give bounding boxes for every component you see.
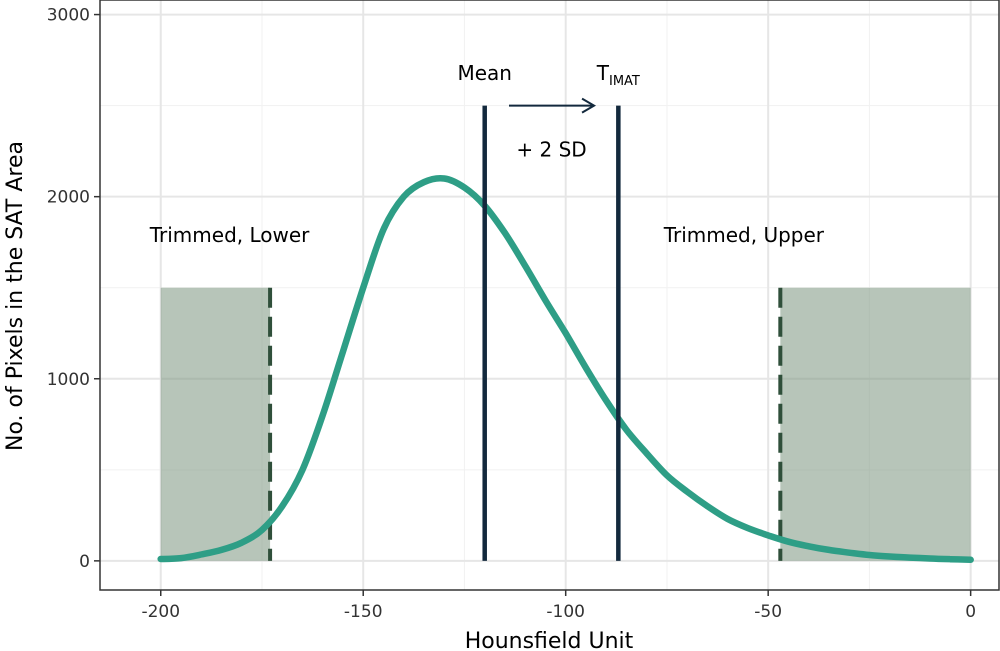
- x-tick-label: 0: [965, 602, 976, 622]
- region-annotation: Trimmed, Upper: [663, 223, 825, 247]
- x-tick-label: -150: [344, 602, 383, 622]
- y-tick-label: 1000: [47, 370, 90, 390]
- vertical-line-label: Mean: [457, 61, 512, 85]
- vertical-line-label-subscript: IMAT: [609, 74, 640, 89]
- trimmed-region: [780, 287, 971, 561]
- y-tick-label: 0: [79, 552, 90, 572]
- reference-lines: [482, 105, 621, 561]
- trimmed-region: [160, 287, 271, 561]
- trim-threshold-lines: [268, 287, 783, 561]
- x-tick-label: -200: [141, 602, 180, 622]
- region-annotation: Trimmed, Lower: [149, 223, 310, 247]
- sd-arrow: + 2 SD: [509, 97, 597, 162]
- y-tick-label: 2000: [47, 188, 90, 208]
- y-axis-title: No. of Pixels in the SAT Area: [3, 141, 28, 451]
- x-tick-label: -50: [754, 602, 782, 622]
- density-curve: [157, 174, 974, 564]
- arrow-label: + 2 SD: [516, 138, 586, 162]
- y-tick-label: 3000: [47, 6, 90, 26]
- x-axis-ticks: -200 -150 -100 -50 0: [141, 590, 976, 622]
- x-tick-label: -100: [546, 602, 585, 622]
- grid: [100, 0, 999, 590]
- x-axis-title: Hounsfield Unit: [465, 629, 634, 651]
- trimmed-regions: [160, 287, 971, 561]
- arrow-head: [581, 97, 597, 114]
- y-axis-ticks: 0 1000 2000 3000: [47, 6, 100, 572]
- plot-border: [99, 0, 1000, 591]
